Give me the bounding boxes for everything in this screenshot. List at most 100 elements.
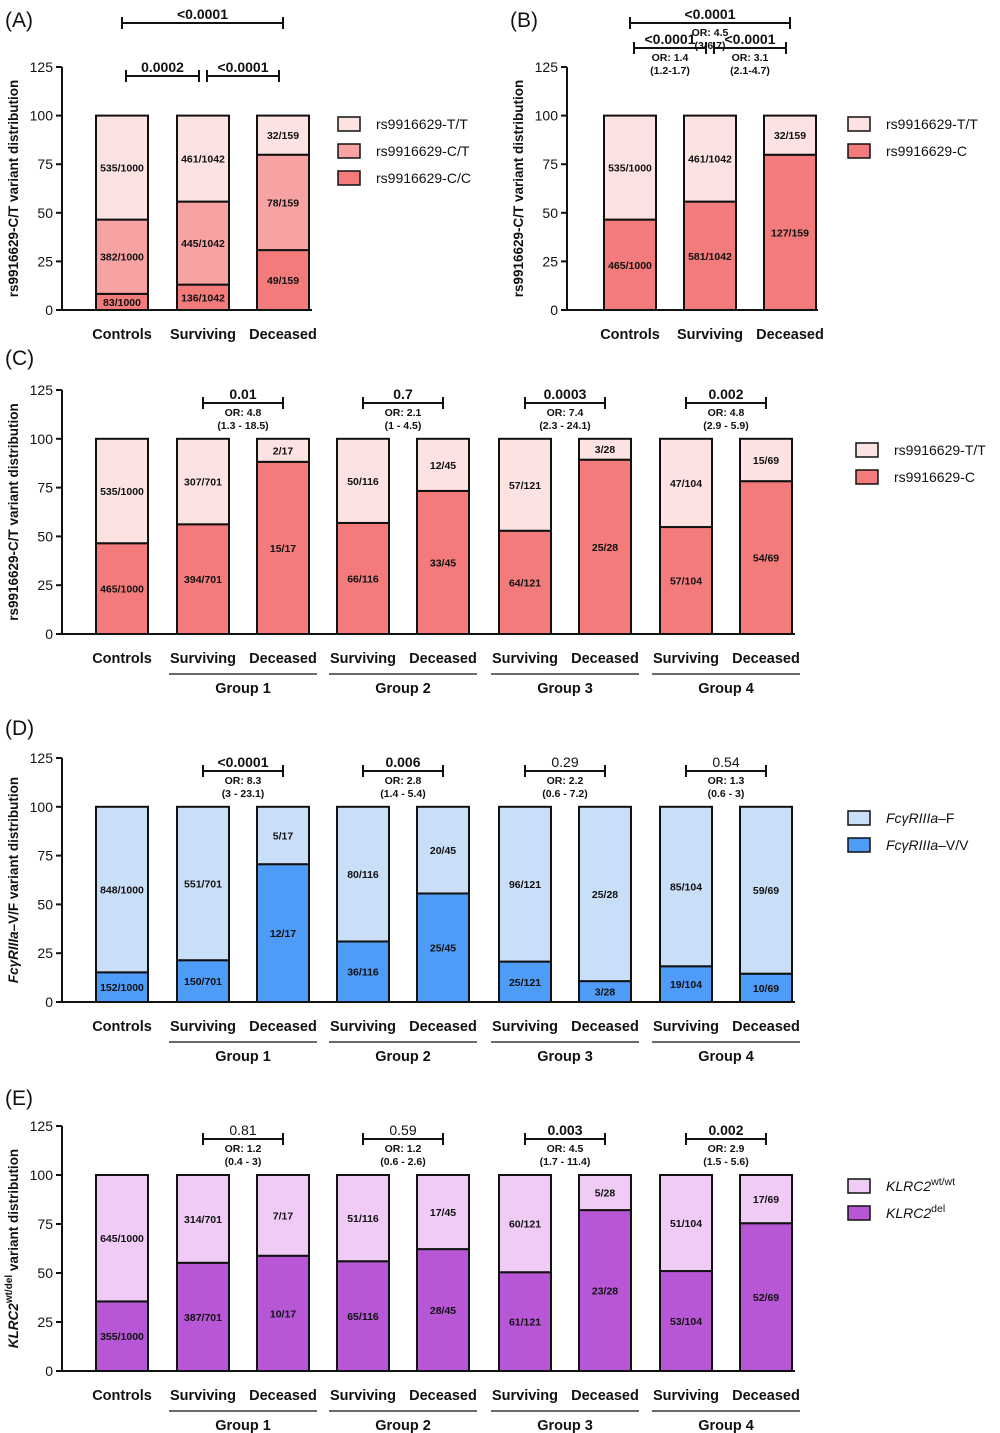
legend-swatch <box>855 442 879 458</box>
bar-segment <box>176 805 230 962</box>
odds-ratio-label: OR: 4.5 <box>547 1143 584 1155</box>
bar-data-label: 19/104 <box>670 979 702 991</box>
y-tick-label: 50 <box>37 528 53 544</box>
group-label: Group 3 <box>537 1418 593 1433</box>
odds-ratio-label: OR: 1.2 <box>225 1143 262 1155</box>
bar-data-label: 355/1000 <box>100 1331 144 1343</box>
odds-ratio-label: OR: 1.2 <box>385 1143 422 1155</box>
bar-data-label: 66/116 <box>347 573 379 585</box>
group-label: Group 3 <box>537 681 593 697</box>
x-tick-label: Controls <box>92 1388 152 1404</box>
bar-segment <box>95 218 149 295</box>
y-tick-label: 25 <box>37 945 53 961</box>
bar-segment <box>416 437 470 492</box>
p-value-label: 0.006 <box>385 754 420 770</box>
panel-label: (B) <box>510 9 538 32</box>
bar-data-label: 307/701 <box>184 477 222 489</box>
bar-data-label: 15/17 <box>270 543 296 555</box>
odds-ratio-label: OR: 1.4 <box>652 52 689 64</box>
bar-data-label: 57/104 <box>670 576 702 588</box>
y-tick-label: 25 <box>37 577 53 593</box>
x-tick-label: Surviving <box>677 327 743 343</box>
bar-segment <box>739 480 793 635</box>
legend: rs9916629-T/T rs9916629-C/T rs9916629-C/C <box>337 116 471 186</box>
legend: FcγRIIIa–F FcγRIIIa–V/V <box>847 810 969 853</box>
bar-data-label: 33/45 <box>430 557 456 569</box>
bar-segment <box>659 805 713 968</box>
bar-segment <box>95 971 149 1003</box>
bar-data-label: 12/45 <box>430 460 456 472</box>
bar-data-label: 848/1000 <box>100 885 144 897</box>
x-tick-label: Deceased <box>249 1388 317 1404</box>
p-value-label: 0.59 <box>389 1122 416 1138</box>
confidence-interval-label: (1 - 4.5) <box>385 420 422 432</box>
x-tick-label: Deceased <box>249 327 317 343</box>
y-tick-label: 125 <box>30 750 54 766</box>
x-tick-label: Surviving <box>492 651 558 667</box>
group-label: Group 1 <box>215 1049 271 1065</box>
p-value-label: 0.54 <box>712 754 739 770</box>
legend-entry: FcγRIIIa–F <box>886 810 954 826</box>
panel-b: (B) 0 25 50 75 100 125 rs9916629-C/T variant di… <box>510 6 978 343</box>
bar-segment <box>739 805 793 975</box>
odds-ratio-label: OR: 8.3 <box>225 775 262 787</box>
confidence-interval-label: (2.9 - 5.9) <box>703 420 749 432</box>
x-tick-label: Deceased <box>571 1019 639 1035</box>
y-tick-label: 25 <box>37 253 53 269</box>
bar-segment <box>739 1174 793 1225</box>
confidence-interval-label: (0.6 - 7.2) <box>542 788 588 800</box>
bar-segment <box>739 437 793 483</box>
group-label: Group 2 <box>375 681 431 697</box>
odds-ratio-label: OR: 4.8 <box>225 407 262 419</box>
odds-ratio-label: OR: 7.4 <box>547 407 584 419</box>
bar-data-label: 25/28 <box>592 542 618 554</box>
bar-segment <box>336 1174 390 1263</box>
bar-data-label: 581/1042 <box>688 251 732 263</box>
odds-ratio-label: OR: 1.3 <box>708 775 745 787</box>
legend-entry: rs9916629-C <box>886 143 967 159</box>
bar-data-label: 465/1000 <box>608 260 652 272</box>
confidence-interval-label: (1.2-1.7) <box>650 65 690 77</box>
bar-data-label: 59/69 <box>753 885 779 897</box>
legend: rs9916629-T/T rs9916629-C <box>855 442 986 485</box>
x-tick-label: Surviving <box>330 1019 396 1035</box>
bar-data-label: 51/104 <box>670 1218 702 1230</box>
group-label: Group 2 <box>375 1418 431 1433</box>
bar-data-label: 136/1042 <box>181 292 225 304</box>
bar-data-label: 461/1042 <box>181 154 225 166</box>
bar-data-label: 314/701 <box>184 1214 222 1226</box>
x-tick-label: Deceased <box>409 1388 477 1404</box>
bar-data-label: 80/116 <box>347 869 379 881</box>
y-tick-label: 50 <box>37 1265 53 1281</box>
bar-data-label: 5/28 <box>595 1188 616 1200</box>
panel-a: (A) 0 25 50 75 100 125 rs9916629-C/T variant di… <box>5 6 471 343</box>
bar-data-label: 53/104 <box>670 1316 702 1328</box>
p-value-label: <0.0001 <box>685 6 736 22</box>
p-value-label: 0.01 <box>229 386 256 402</box>
bar-segment <box>659 526 713 635</box>
bar-segment <box>256 1254 310 1372</box>
legend-swatch <box>337 116 361 132</box>
panel-label: (A) <box>5 9 33 32</box>
bar-data-label: 78/159 <box>267 197 299 209</box>
bar-data-label: 83/1000 <box>103 297 141 309</box>
bar-data-label: 150/701 <box>184 976 222 988</box>
legend-entry: rs9916629-C <box>894 469 975 485</box>
bar-segment <box>659 1270 713 1373</box>
confidence-interval-label: (1.7 - 11.4) <box>540 1156 591 1168</box>
confidence-interval-label: (0.4 - 3) <box>225 1156 262 1168</box>
confidence-interval-label: (3-6.7) <box>695 40 726 52</box>
confidence-interval-label: (1.3 - 18.5) <box>217 420 268 432</box>
odds-ratio-label: OR: 2.8 <box>385 775 422 787</box>
legend: rs9916629-T/T rs9916629-C <box>847 116 978 159</box>
bar-segment <box>763 153 817 311</box>
bar-data-label: 387/701 <box>184 1312 222 1324</box>
bar-data-label: 394/701 <box>184 574 222 586</box>
bar-segment <box>176 283 230 311</box>
legend-swatch <box>847 1205 871 1221</box>
legend-swatch <box>847 837 871 853</box>
legend-swatch <box>847 1178 871 1194</box>
bar-segment <box>176 200 230 286</box>
bar-segment <box>256 460 310 635</box>
group-label: Group 1 <box>215 681 271 697</box>
